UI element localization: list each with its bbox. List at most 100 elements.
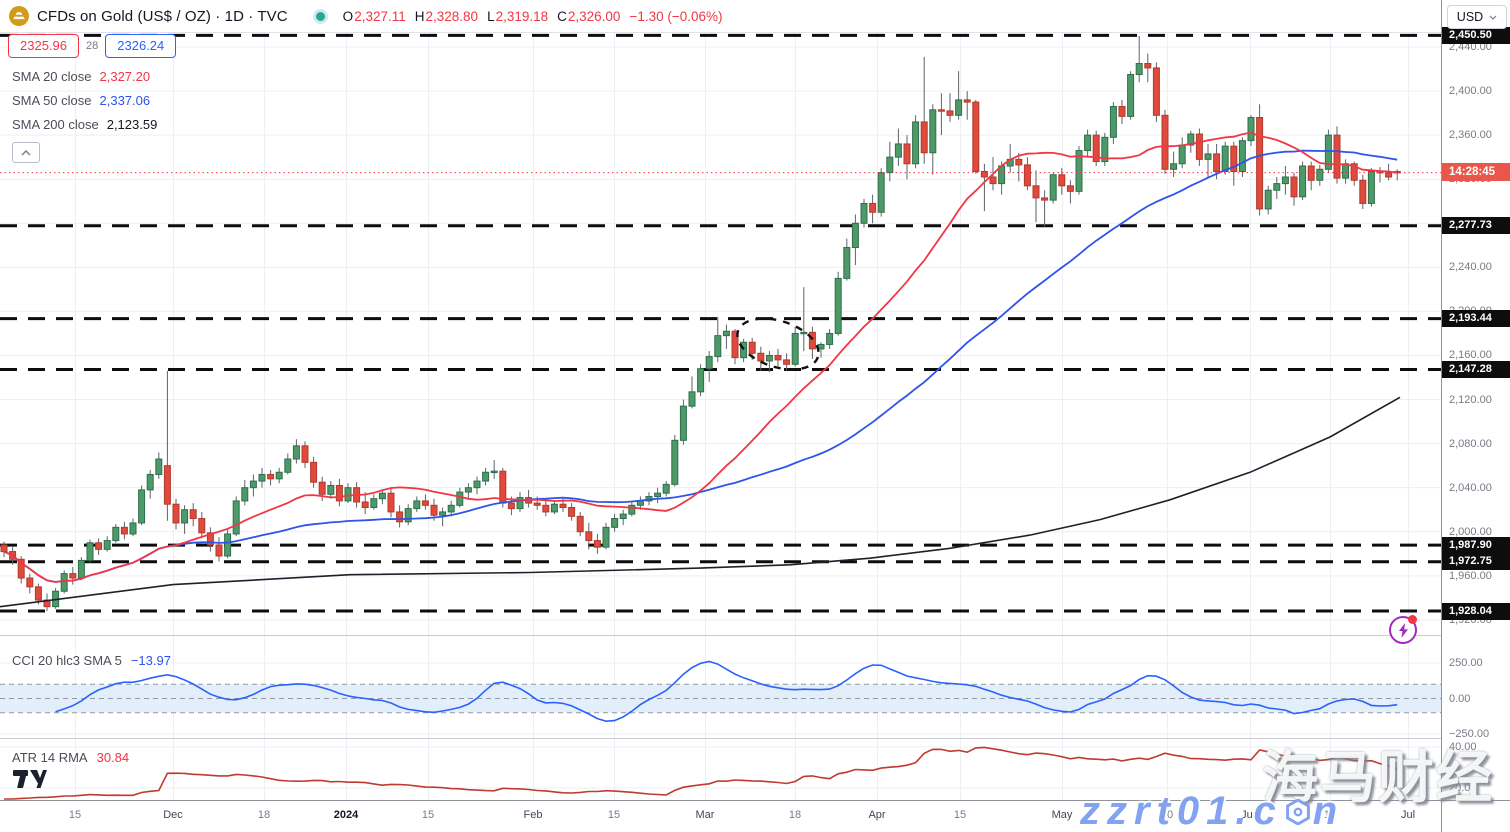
candle (662, 483, 670, 494)
sma-line[interactable] (3, 131, 1398, 583)
candle (774, 354, 782, 361)
cci-line[interactable] (55, 660, 1398, 723)
candle (490, 470, 498, 474)
candle (284, 458, 292, 473)
time-axis-label: Jul (1400, 809, 1416, 821)
candle (378, 492, 386, 500)
candle (421, 500, 429, 506)
candle (1023, 164, 1031, 187)
sell-button[interactable]: 2325.96 (8, 34, 79, 58)
candle (318, 481, 326, 495)
spread-value: 28 (79, 40, 106, 52)
candle (783, 359, 791, 365)
notification-dot (1408, 615, 1417, 624)
candle (808, 331, 816, 350)
price-axis-label: 20.00 (1449, 782, 1477, 794)
atr-line[interactable] (4, 746, 1398, 800)
candle (1041, 197, 1049, 201)
gold-symbol-icon (9, 6, 29, 26)
time-axis-label: 15 (421, 809, 435, 821)
price-axis-border (1441, 0, 1442, 832)
candle (1178, 144, 1186, 165)
candle (241, 487, 249, 502)
sma20-legend-row[interactable]: SMA 20 close 2,327.20 (12, 64, 157, 88)
time-axis-label: Mar (695, 809, 715, 821)
market-status-icon[interactable] (315, 11, 325, 21)
chart-canvas[interactable] (0, 0, 1441, 832)
candle (370, 498, 378, 509)
candle (138, 489, 146, 524)
price-level-badge: 2,450.50 (1442, 26, 1510, 44)
candle (628, 504, 636, 515)
collapse-legend-button[interactable] (12, 142, 40, 163)
quick-trade-button[interactable] (1389, 615, 1417, 644)
support-resistance-lines[interactable] (0, 33, 1441, 613)
sma50-legend-row[interactable]: SMA 50 close 2,337.06 (12, 88, 157, 112)
candle (215, 544, 223, 557)
candle (275, 471, 283, 480)
price-axis-label: 40.00 (1449, 741, 1477, 753)
symbol-title[interactable]: CFDs on Gold (US$ / OZ) · 1D · TVC (37, 7, 288, 25)
pane-divider[interactable] (0, 635, 1510, 636)
time-axis-label: May (1051, 809, 1073, 821)
sma200-legend-row[interactable]: SMA 200 close 2,123.59 (12, 112, 157, 136)
price-axis-label: 0.00 (1449, 692, 1471, 705)
candle (955, 99, 963, 116)
candle (800, 331, 808, 335)
pane-divider[interactable] (0, 738, 1510, 739)
candle (1144, 63, 1152, 69)
price-change: −1.30 (−0.06%) (629, 8, 723, 24)
candle (611, 518, 619, 528)
candle (1032, 185, 1040, 199)
candle (963, 99, 971, 103)
price-axis[interactable]: USD 2,440.002,400.002,360.002,320.002,28… (1442, 0, 1510, 832)
price-axis-label: −250.00 (1449, 728, 1490, 740)
currency-selector[interactable]: USD (1447, 5, 1507, 29)
time-axis-label: Apr (868, 809, 886, 821)
atr-value: 30.84 (96, 750, 130, 765)
candle (163, 465, 171, 505)
candle (791, 332, 799, 365)
candle (1084, 134, 1092, 152)
candle (886, 156, 894, 174)
candle (894, 143, 902, 158)
candle (267, 473, 275, 480)
time-axis-label: 2024 (333, 809, 359, 821)
price-level-badge: 1,987.90 (1442, 536, 1510, 554)
candle (946, 110, 954, 116)
candle (172, 503, 180, 524)
time-axis-border (0, 800, 1510, 801)
cci-label: CCI 20 hlc3 SMA 5 (12, 653, 122, 668)
candle (1118, 105, 1126, 117)
candle (112, 526, 120, 542)
candle (869, 202, 877, 213)
candle (1333, 134, 1341, 179)
time-axis-label: Jun (1241, 809, 1259, 821)
sma200-line[interactable] (0, 396, 1401, 608)
cci-legend-row[interactable]: CCI 20 hlc3 SMA 5 −13.97 (12, 653, 171, 668)
candle (1204, 153, 1212, 160)
sma50-value: 2,337.06 (99, 92, 151, 108)
gridlines (0, 33, 1441, 800)
candle (507, 502, 515, 510)
candle (146, 473, 154, 491)
candle (77, 559, 85, 579)
candle (1230, 145, 1238, 172)
candle (189, 509, 197, 520)
buy-button[interactable]: 2326.24 (105, 34, 177, 58)
candle (292, 445, 300, 460)
atr-legend-row[interactable]: ATR 14 RMA 30.84 (12, 750, 130, 765)
candle (929, 109, 937, 154)
time-axis-label: 17 (1323, 809, 1337, 821)
chevron-down-icon (1489, 15, 1497, 20)
candle (86, 542, 94, 561)
sma20-label: SMA 20 close (12, 68, 92, 84)
candle (877, 172, 885, 213)
candle (1058, 174, 1066, 187)
candle (1342, 163, 1350, 179)
time-axis[interactable]: 15 Dec 18 2024 15 Feb 15 Mar 18 Apr 15 May 20 Jun 17 Ju… (0, 801, 1441, 832)
price-axis-label: 2,080.00 (1449, 437, 1492, 450)
tradingview-logo[interactable] (13, 768, 47, 795)
time-axis-label: 15 (68, 809, 82, 821)
sma-line[interactable] (3, 149, 1398, 583)
